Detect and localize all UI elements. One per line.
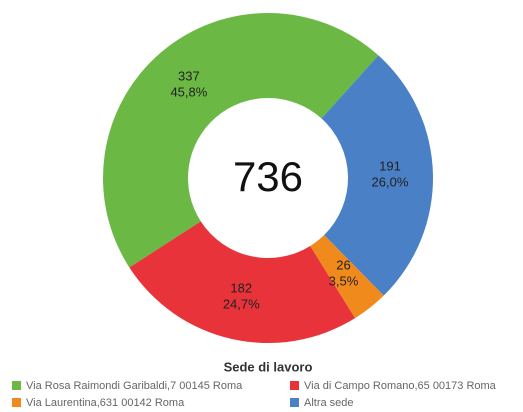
- donut-slice: [103, 13, 379, 268]
- slice-percent-label: 45,8%: [170, 85, 207, 100]
- slice-count-label: 191: [379, 159, 401, 174]
- donut-slice: [310, 234, 384, 319]
- donut-slice: [321, 55, 434, 296]
- legend-swatch: [290, 398, 299, 407]
- legend-label: Via Rosa Raimondi Garibaldi,7 00145 Roma: [26, 380, 243, 392]
- slice-count-label: 182: [230, 280, 252, 295]
- slice-percent-label: 3,5%: [329, 273, 359, 288]
- donut-slice: [129, 221, 356, 343]
- legend-label: Via di Campo Romano,65 00173 Roma: [304, 380, 497, 392]
- legend-swatch: [12, 381, 21, 390]
- legend-label: Via Laurentina,631 00142 Roma: [26, 397, 185, 409]
- legend-swatch: [290, 381, 299, 390]
- legend-label: Altra sede: [304, 397, 354, 409]
- slice-percent-label: 24,7%: [223, 296, 260, 311]
- legend-title: Sede di lavoro: [224, 359, 313, 374]
- slice-count-label: 337: [178, 69, 200, 84]
- center-total: 736: [233, 153, 303, 200]
- slice-percent-label: 26,0%: [372, 175, 409, 190]
- slice-count-label: 26: [336, 257, 350, 272]
- legend-swatch: [12, 398, 21, 407]
